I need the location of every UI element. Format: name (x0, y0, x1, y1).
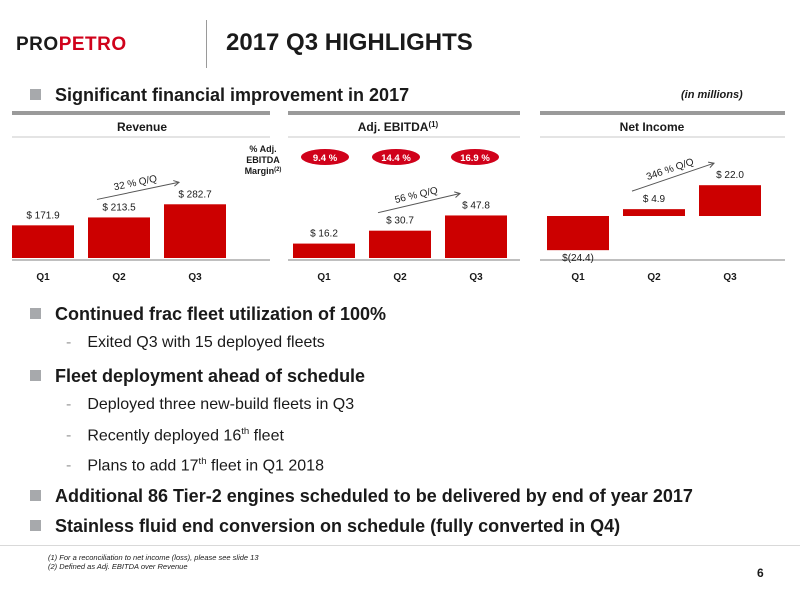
bullet-square-icon (30, 489, 41, 501)
margin-caption-line: % Adj. (249, 144, 276, 154)
margin-pill-label: 16.9 % (460, 153, 490, 164)
footnote-divider (0, 545, 800, 546)
bullet-square-icon (30, 88, 41, 100)
bullet-text: Continued frac fleet utilization of 100% (55, 304, 387, 324)
chart-tick-label: Q3 (723, 272, 737, 283)
chart-data-label: $ 171.9 (26, 210, 60, 221)
growth-arrow-head (173, 180, 181, 187)
margin-caption-line: EBITDA (246, 155, 280, 165)
growth-arrow-head (454, 191, 462, 198)
chart-bar-q3 (164, 204, 226, 258)
sub-bullet-text: Exited Q3 with 15 deployed fleets (87, 334, 325, 351)
chart-data-label: $ 4.9 (643, 194, 666, 205)
title-divider (206, 20, 207, 68)
chart-tick-label: Q3 (188, 272, 202, 283)
chart-data-label: $ 30.7 (386, 216, 414, 227)
sub-bullet-text: Plans to add 17 (87, 457, 199, 475)
bullet-text: Significant financial improvement in 201… (55, 85, 410, 105)
sub-bullet-16th-fleet: - Recently deployed 16th fleet (66, 426, 284, 445)
chart-bar-q3 (699, 185, 761, 216)
chart-bar-q1 (12, 225, 74, 258)
chart-title: Adj. EBITDA(1) (358, 120, 439, 134)
sub-bullet-text: Recently deployed 16 (87, 427, 242, 445)
chart-tick-label: Q2 (112, 272, 126, 283)
chart-title-superscript: (1) (428, 120, 438, 129)
growth-arrow-line (377, 192, 461, 214)
chart-bar-q1 (547, 216, 609, 251)
bullet-text: Stainless fluid end conversion on schedu… (55, 516, 621, 536)
chart-data-label: $ 22.0 (716, 170, 744, 181)
footnotes: (1) For a reconciliation to net income (… (48, 553, 259, 571)
sub-bullet-deployed-fleets: - Exited Q3 with 15 deployed fleets (66, 334, 325, 351)
chart-bar-q3 (445, 215, 507, 258)
chart-tick-label: Q3 (469, 272, 483, 283)
chart-tick-label: Q1 (36, 272, 50, 283)
financial-charts: Revenue $ 171.9 Q1 $ 213.5 Q2 $ 282.7 Q3 32 % Q… (12, 111, 785, 283)
chart-bar-q2 (88, 217, 150, 258)
chart-title: Revenue (117, 120, 167, 134)
chart-data-label: $(24.4) (562, 253, 594, 264)
chart-data-label: $ 47.8 (462, 200, 490, 211)
ordinal-suffix: th (241, 426, 250, 437)
margin-pill-label: 9.4 % (313, 153, 338, 164)
bullet-tier2-engines: Additional 86 Tier-2 engines scheduled t… (30, 486, 693, 507)
chart-tick-label: Q2 (647, 272, 661, 283)
bullet-square-icon (30, 307, 41, 319)
margin-pill (451, 149, 499, 165)
growth-arrow-head (708, 161, 715, 168)
units-note: (in millions) (681, 89, 743, 101)
chart-bar-q2 (623, 209, 685, 216)
sub-bullet-new-build: - Deployed three new-build fleets in Q3 (66, 396, 355, 413)
logo-text-pro: PRO (16, 34, 59, 55)
bullet-square-icon (30, 519, 41, 531)
bullet-financial-improvement: Significant financial improvement in 201… (30, 85, 409, 106)
page-number: 6 (757, 566, 764, 580)
sub-bullet-text-end: fleet (249, 427, 284, 445)
chart-title: Net Income (620, 120, 685, 134)
margin-pill (372, 149, 420, 165)
bullet-text: Fleet deployment ahead of schedule (55, 366, 366, 386)
chart-data-label: $ 282.7 (178, 189, 212, 200)
chart-data-label: $ 16.2 (310, 229, 338, 240)
chart-tick-label: Q1 (317, 272, 331, 283)
footnote-1: (1) For a reconciliation to net income (… (48, 553, 259, 562)
sub-bullet-text: Deployed three new-build fleets in Q3 (87, 396, 355, 413)
margin-caption-superscript: (2) (274, 167, 281, 173)
margin-caption-line: Margin(2) (245, 166, 282, 176)
footnote-2: (2) Defined as Adj. EBITDA over Revenue (48, 562, 188, 571)
chart-bar-q1 (293, 243, 355, 258)
growth-label: 32 % Q/Q (113, 173, 158, 193)
bullet-fleet-utilization: Continued frac fleet utilization of 100% (30, 304, 386, 325)
growth-arrow-line (631, 162, 715, 192)
growth-arrow-line (96, 181, 180, 200)
chart-tick-label: Q2 (393, 272, 407, 283)
ordinal-suffix: th (198, 456, 207, 467)
margin-pill-label: 14.4 % (381, 153, 411, 164)
margin-pill (301, 149, 349, 165)
propetro-logo: PROPETRO (16, 34, 127, 56)
chart-data-label: $ 213.5 (102, 202, 136, 213)
bullet-text: Additional 86 Tier-2 engines scheduled t… (55, 486, 693, 506)
bullet-square-icon (30, 369, 41, 381)
chart-bar-q2 (369, 230, 431, 258)
logo-text-petro: PETRO (58, 34, 127, 55)
sub-bullet-text-end: fleet in Q1 2018 (206, 457, 324, 475)
chart-tick-label: Q1 (571, 272, 585, 283)
bullet-fleet-deployment: Fleet deployment ahead of schedule (30, 366, 365, 387)
sub-bullet-17th-fleet: - Plans to add 17th fleet in Q1 2018 (66, 456, 324, 475)
slide-title: 2017 Q3 HIGHLIGHTS (226, 29, 473, 56)
bullet-stainless-fluid-end: Stainless fluid end conversion on schedu… (30, 516, 620, 537)
growth-label: 56 % Q/Q (394, 185, 439, 206)
growth-label: 346 % Q/Q (645, 157, 696, 183)
